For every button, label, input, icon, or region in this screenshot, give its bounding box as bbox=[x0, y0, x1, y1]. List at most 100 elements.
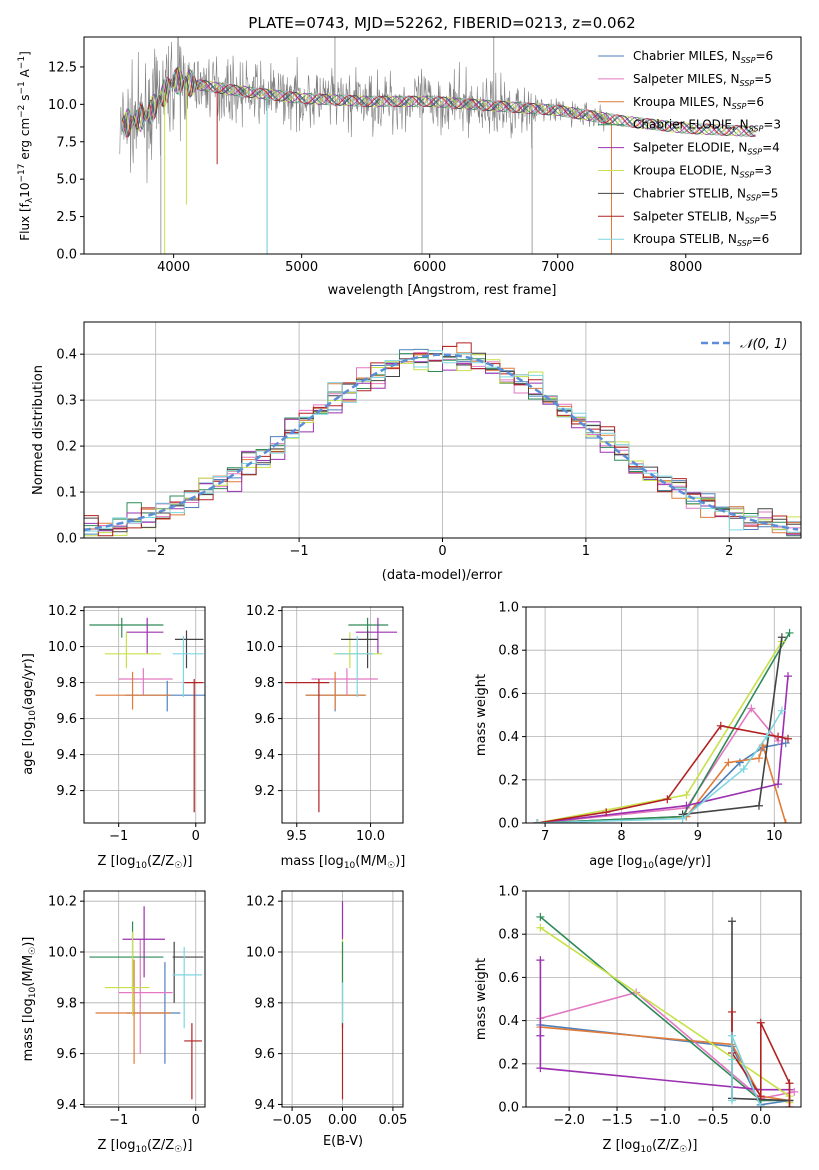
legend-label: Chabrier MILES, NSSP=6 bbox=[633, 49, 773, 65]
series-marker bbox=[536, 1064, 545, 1073]
subscript: SSP bbox=[747, 148, 762, 157]
series-marker bbox=[682, 790, 691, 799]
legend-label: Salpeter MILES, NSSP=5 bbox=[633, 72, 772, 88]
y-tick-label: 10.0 bbox=[246, 945, 275, 960]
y-tick-label: 0.2 bbox=[498, 1057, 519, 1072]
y-tick-label: 0.2 bbox=[498, 773, 519, 788]
series-marker bbox=[785, 1103, 794, 1107]
series-line bbox=[537, 707, 779, 823]
y-tick-label: 10.0 bbox=[48, 945, 77, 960]
series-marker bbox=[747, 704, 756, 713]
y-tick-label: 9.6 bbox=[56, 712, 77, 727]
histogram-axes-frame bbox=[83, 321, 802, 539]
y-tick-label: 10.2 bbox=[48, 895, 77, 910]
series-marker bbox=[533, 819, 542, 823]
y-tick-label: 2.5 bbox=[56, 210, 77, 225]
legend-label: Salpeter STELIB, NSSP=5 bbox=[633, 209, 777, 225]
x-tick-label: 6000 bbox=[413, 260, 446, 275]
y-tick-label: 0.3 bbox=[56, 394, 77, 409]
subscript: SSP bbox=[749, 125, 764, 134]
y-tick-label: 10.2 bbox=[246, 895, 275, 910]
axes-frame bbox=[525, 606, 802, 824]
plot-area bbox=[89, 617, 205, 813]
residual-histogram bbox=[84, 350, 801, 533]
series-marker bbox=[784, 734, 793, 743]
y-tick-label: 10.0 bbox=[246, 640, 275, 655]
plot-area bbox=[284, 617, 398, 813]
x-tick-label: 4000 bbox=[157, 260, 190, 275]
age-vs-metallicity-panel: −1 0 9.2 9.4 9.6 9.8 10.0 10.2 bbox=[48, 604, 206, 844]
mass-weight-vs-metallicity-panel: −2.0 −1.5 −1.0 −0.5 0.0 0.0 0.2 0.4 0.6 0.8 1.0 bbox=[498, 885, 802, 1128]
y-tick-label: 0.8 bbox=[498, 928, 519, 943]
histogram-legend: 𝒩(0, 1) bbox=[701, 337, 787, 352]
legend-label: Chabrier STELIB, NSSP=5 bbox=[633, 186, 778, 202]
series-marker bbox=[774, 732, 783, 741]
y-tick-label: 12.5 bbox=[48, 60, 77, 75]
series-marker bbox=[781, 819, 790, 823]
x-tick-label: 10.0 bbox=[356, 829, 385, 844]
x-tick-label: −0.5 bbox=[697, 1113, 729, 1128]
mass-vs-metallicity-panel: −1 0 9.4 9.6 9.8 10.0 10.2 bbox=[48, 890, 206, 1128]
y-tick-label: 9.4 bbox=[254, 748, 275, 763]
spectrum-y-axis-label: Flux [fλ10−17 erg cm−2 s−1 A−1] bbox=[17, 51, 35, 241]
ageM-x-axis-label: mass [log10(M/M☉)] bbox=[281, 854, 406, 871]
mass-vs-extinction-panel: −0.05 0.00 0.05 9.4 9.6 9.8 10.0 10.2 bbox=[246, 890, 407, 1128]
y-tick-label: 9.8 bbox=[56, 676, 77, 691]
series-marker bbox=[716, 721, 725, 730]
label-rest: =5 bbox=[761, 186, 779, 200]
massE-x-axis-label: E(B-V) bbox=[323, 1134, 363, 1149]
y-tick-label: 0.0 bbox=[498, 1101, 519, 1116]
y-tick-label: 0.0 bbox=[56, 532, 77, 547]
legend-label: Kroupa ELODIE, NSSP=3 bbox=[633, 164, 772, 180]
y-tick-label: 0.8 bbox=[498, 644, 519, 659]
y-tick-label: 0.4 bbox=[498, 730, 519, 745]
x-tick-label: −1.5 bbox=[601, 1113, 633, 1128]
label-rest: =5 bbox=[754, 72, 772, 86]
residual-histogram bbox=[84, 358, 801, 536]
series-marker bbox=[739, 765, 748, 773]
x-tick-label: 7000 bbox=[541, 260, 574, 275]
label-rest: =3 bbox=[754, 164, 772, 178]
ageZ-x-axis-label: Z [log10(Z/Z☉)] bbox=[98, 854, 193, 871]
x-tick-label: −2.0 bbox=[553, 1113, 585, 1128]
series-line bbox=[537, 710, 783, 823]
mwAge-x-axis-label: age [log10(age/yr)] bbox=[589, 854, 711, 871]
subscript: SSP bbox=[740, 79, 755, 88]
y-tick-label: 7.5 bbox=[56, 135, 77, 150]
subscript: SSP bbox=[740, 171, 755, 180]
x-tick-label: 5000 bbox=[285, 260, 318, 275]
y-tick-label: 9.2 bbox=[254, 784, 275, 799]
mwZ-y-axis-label: mass weight bbox=[474, 958, 489, 1040]
normal-curve-legend-label: 𝒩(0, 1) bbox=[740, 337, 787, 352]
series-marker bbox=[728, 917, 737, 926]
x-tick-label: 9 bbox=[694, 829, 702, 844]
series-marker bbox=[754, 754, 763, 763]
series-marker bbox=[728, 1031, 737, 1040]
axes-frame bbox=[281, 606, 404, 824]
subscript: SSP bbox=[746, 193, 761, 202]
x-tick-label: 0 bbox=[438, 544, 446, 559]
y-tick-label: 0.2 bbox=[56, 440, 77, 455]
y-tick-label: 9.8 bbox=[254, 676, 275, 691]
y-tick-label: 10.0 bbox=[48, 98, 77, 113]
massZ-y-axis-label: mass [log10(M/M☉)] bbox=[21, 937, 38, 1062]
x-tick-label: −1.0 bbox=[649, 1113, 681, 1128]
x-tick-label: 1 bbox=[582, 544, 590, 559]
y-tick-label: 9.2 bbox=[56, 784, 77, 799]
y-tick-label: 10.2 bbox=[246, 604, 275, 619]
spectrum-axes-frame bbox=[83, 36, 802, 255]
label-rest: =5 bbox=[759, 209, 777, 223]
series-marker bbox=[756, 1018, 765, 1027]
y-tick-label: 0.4 bbox=[56, 348, 77, 363]
x-tick-label: −1 bbox=[109, 829, 128, 844]
x-tick-label: −1 bbox=[109, 1113, 128, 1128]
axes-frame bbox=[281, 890, 404, 1108]
histogram-y-axis-label: Normed distribution bbox=[31, 365, 46, 495]
series-marker bbox=[756, 1092, 765, 1101]
x-tick-label: −2 bbox=[146, 544, 165, 559]
subscript: SSP bbox=[732, 102, 747, 111]
series-line bbox=[537, 641, 783, 823]
plot-area bbox=[533, 628, 794, 823]
series-marker bbox=[728, 1055, 737, 1064]
